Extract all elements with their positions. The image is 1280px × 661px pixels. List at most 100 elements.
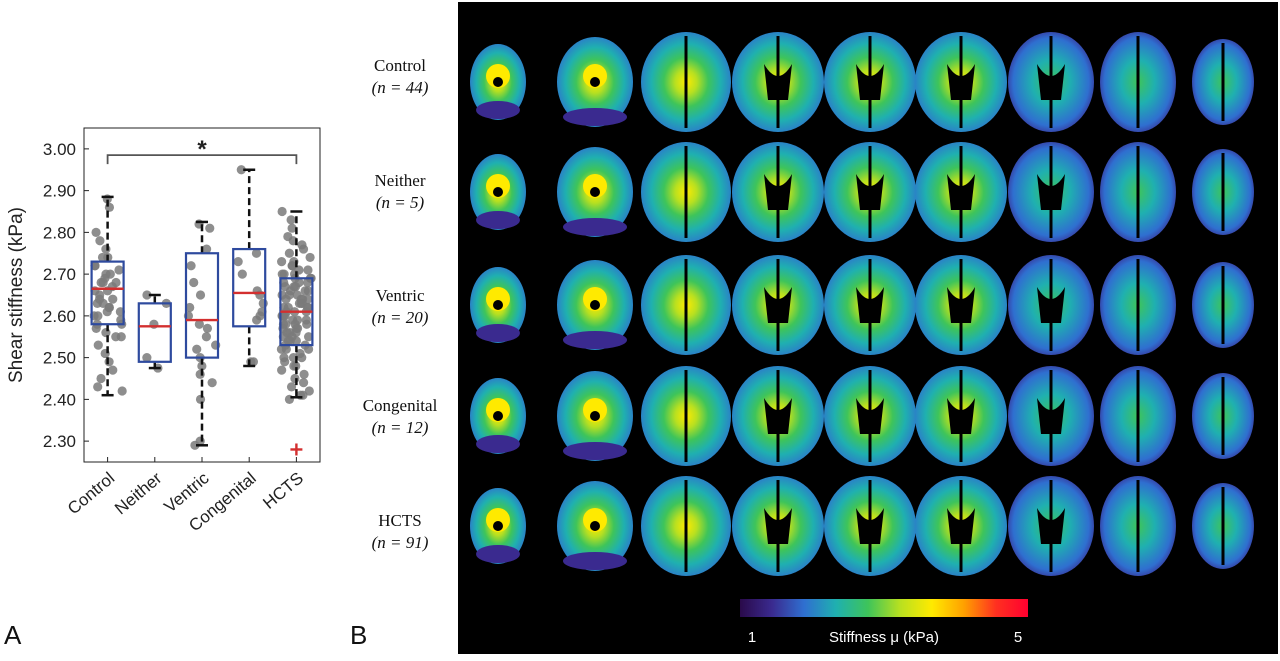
data-point	[284, 248, 295, 258]
brain-slice	[470, 154, 526, 230]
data-point	[277, 269, 287, 279]
ventricle	[856, 287, 884, 323]
brain-slice	[915, 476, 1007, 576]
row-label-n: (n = 91)	[371, 533, 429, 552]
panel-label-a: A	[4, 620, 22, 650]
cerebellum	[476, 324, 520, 342]
brainstem-core	[590, 300, 600, 310]
brain-slice	[557, 481, 633, 571]
ventricle	[1037, 174, 1065, 210]
ventricle	[947, 64, 975, 100]
cerebellum	[563, 108, 627, 126]
cerebellum	[476, 545, 520, 563]
data-point	[303, 344, 314, 354]
colorbar-min-label: 1	[748, 629, 756, 646]
row-label-ventric: Ventric (n = 20)	[345, 285, 455, 329]
row-label-control: Control (n = 44)	[345, 55, 455, 99]
brain-slice	[1192, 373, 1254, 459]
cerebellum	[476, 211, 520, 229]
brainstem	[486, 174, 510, 198]
data-point	[104, 202, 115, 212]
data-point	[303, 265, 313, 275]
data-point	[114, 265, 124, 275]
brainstem	[583, 398, 607, 422]
row-label-group: Neither	[374, 171, 426, 190]
data-point	[142, 290, 152, 300]
brain-slice	[915, 142, 1007, 242]
data-point	[201, 244, 212, 254]
brain-slice	[1100, 142, 1176, 242]
brainstem-core	[590, 187, 600, 197]
significance-bracket	[106, 154, 298, 165]
data-point	[95, 236, 105, 246]
data-point	[290, 373, 300, 384]
brainstem	[486, 398, 510, 422]
brain-slice	[470, 378, 526, 454]
y-tick-label: 2.50	[43, 349, 76, 368]
brainstem-core	[493, 77, 503, 87]
x-tick-label: Control	[64, 469, 118, 519]
row-label-n: (n = 5)	[375, 193, 425, 212]
brainstem-core	[590, 521, 600, 531]
data-point	[237, 269, 247, 279]
brain-slice	[1192, 39, 1254, 125]
brainstem	[486, 508, 510, 532]
brainstem	[583, 287, 607, 311]
data-point	[252, 315, 262, 325]
y-tick-label: 2.70	[43, 265, 76, 284]
brainstem	[583, 64, 607, 88]
data-point	[189, 277, 199, 288]
data-point	[291, 336, 301, 346]
brain-slice	[824, 255, 916, 355]
row-label-neither: Neither (n = 5)	[345, 170, 455, 214]
brainstem-core	[493, 300, 503, 310]
y-axis-label: Shear stiffness (kPa)	[6, 207, 27, 383]
box	[90, 260, 125, 326]
data-point	[286, 382, 297, 392]
brainstem	[486, 287, 510, 311]
row-label-group: HCTS	[378, 511, 422, 530]
brain-slice	[557, 37, 633, 127]
brain-slice	[641, 32, 731, 132]
brain-slice	[824, 476, 916, 576]
brain-slice	[1008, 476, 1094, 576]
data-point	[194, 319, 204, 329]
brain-slice	[732, 476, 824, 576]
colorbar-max-label: 5	[1014, 629, 1022, 646]
data-point	[197, 361, 207, 371]
data-point	[303, 286, 313, 296]
data-point	[280, 311, 290, 321]
data-point	[277, 365, 287, 375]
data-point	[298, 378, 309, 388]
ventricle	[947, 508, 975, 544]
brain-slice	[732, 142, 824, 242]
brain-slice	[1192, 149, 1254, 235]
data-point	[93, 340, 103, 350]
brain-slice	[732, 255, 824, 355]
data-point	[201, 332, 212, 342]
data-point	[276, 344, 287, 354]
data-point	[279, 302, 289, 313]
data-point	[290, 319, 300, 329]
panel-a-boxplot: 2.30 2.40 2.50 2.60 2.70 2.80 2.90 3.00 Shear st…	[0, 0, 340, 656]
cerebellum	[476, 435, 520, 453]
cerebellum	[563, 552, 627, 570]
data-point	[287, 223, 297, 233]
ventricle	[764, 174, 792, 210]
brain-slice	[915, 32, 1007, 132]
ventricle	[856, 508, 884, 544]
x-tick-label: HCTS	[259, 469, 307, 513]
data-point	[185, 302, 195, 313]
data-point	[296, 294, 306, 304]
brain-slice	[470, 488, 526, 564]
data-point	[117, 386, 127, 396]
box	[137, 302, 172, 363]
data-point	[305, 252, 315, 263]
y-tick-label: 2.60	[43, 307, 76, 326]
y-tick-label: 3.00	[43, 140, 76, 159]
brainstem-core	[590, 77, 600, 87]
data-point	[96, 373, 106, 384]
data-point	[186, 261, 196, 271]
row-label-n: (n = 12)	[371, 418, 429, 437]
data-point	[207, 378, 217, 388]
